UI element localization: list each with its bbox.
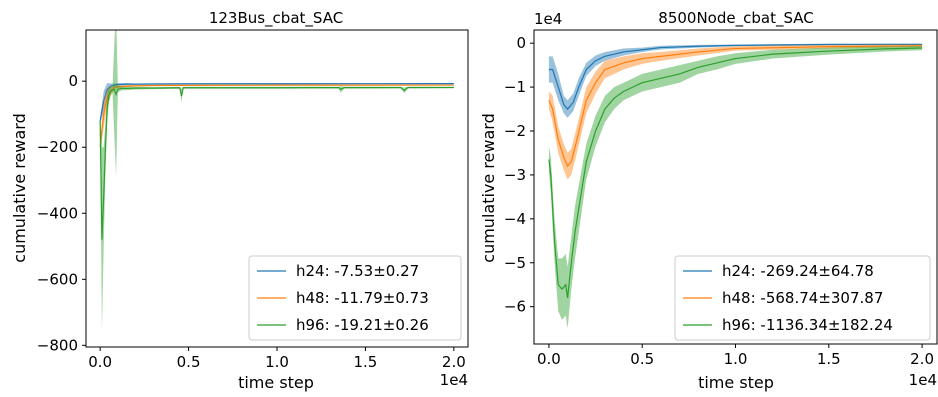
series-line-0: [548, 43, 923, 110]
y-tick-label: −600: [37, 270, 78, 288]
x-tick-label: 0.0: [88, 353, 112, 371]
chart-title: 123Bus_cbat_SAC: [209, 9, 343, 28]
legend: h24: -269.24±64.78 h48: -568.74±307.87 h96…: [674, 255, 931, 341]
x-axis-label: time step: [698, 373, 774, 392]
y-tick-label: −6: [504, 298, 526, 316]
series-band-1: [100, 84, 454, 154]
y-tick-label: −1: [504, 78, 526, 96]
y-tick-label: 0: [516, 34, 526, 52]
legend-item: h24: -269.24±64.78: [683, 262, 874, 280]
x-tick-label: 1.0: [265, 353, 289, 371]
x-tick-label: 2.0: [910, 350, 934, 368]
chart-title: 8500Node_cbat_SAC: [658, 9, 813, 28]
series-line-1: [548, 45, 923, 168]
legend-label: h24: -269.24±64.78: [722, 262, 874, 280]
y-axis-label: cumulative reward: [479, 113, 498, 262]
y-tick-label: −800: [37, 336, 78, 354]
legend-label: h96: -1136.34±182.24: [722, 316, 893, 334]
chart-123bus: 123Bus_cbat_SAC cumulative reward time s…: [10, 9, 469, 392]
series-line-0: [99, 83, 454, 121]
svg-text:cumulative reward: cumulative reward: [479, 113, 498, 262]
legend-item: h24: -7.53±0.27: [257, 262, 419, 280]
x-tick-label: 0.5: [630, 350, 654, 368]
y-tick-label: −3: [504, 166, 526, 184]
legend-label: h96: -19.21±0.26: [296, 316, 429, 334]
y-tick-label: 0: [68, 72, 78, 90]
x-tick-label: 1.0: [724, 350, 748, 368]
y-axis-label: cumulative reward: [10, 113, 29, 262]
chart-8500node: 8500Node_cbat_SAC cumulative reward 1e4 …: [479, 9, 938, 392]
legend-item: h96: -1136.34±182.24: [683, 316, 893, 334]
series-line-2: [99, 86, 454, 240]
legend-label: h24: -7.53±0.27: [296, 262, 419, 280]
svg-text:cumulative reward: cumulative reward: [10, 113, 29, 262]
y-tick-label: −400: [37, 204, 78, 222]
legend-label: h48: -11.79±0.73: [296, 289, 429, 307]
y-multiplier-label: 1e4: [534, 10, 562, 28]
series-line-2: [548, 47, 923, 298]
legend-item: h96: -19.21±0.26: [257, 316, 429, 334]
y-tick-label: −2: [504, 122, 526, 140]
y-tick-label: −4: [504, 210, 526, 228]
x-axis-label: time step: [238, 373, 314, 392]
x-multiplier-label: 1e4: [440, 371, 468, 389]
legend-item: h48: -568.74±307.87: [683, 289, 883, 307]
legend-label: h48: -568.74±307.87: [722, 289, 883, 307]
legend-item: h48: -11.79±0.73: [257, 289, 429, 307]
y-tick-label: −200: [37, 138, 78, 156]
x-tick-label: 2.0: [442, 353, 466, 371]
x-tick-label: 0.5: [177, 353, 201, 371]
legend: h24: -7.53±0.27 h48: -11.79±0.73 h96: -19.…: [248, 255, 462, 341]
x-multiplier-label: 1e4: [909, 371, 937, 389]
y-tick-label: −5: [504, 254, 526, 272]
x-tick-label: 0.0: [537, 350, 561, 368]
x-tick-label: 1.5: [353, 353, 377, 371]
series-line-1: [99, 84, 454, 148]
x-tick-label: 1.5: [817, 350, 841, 368]
